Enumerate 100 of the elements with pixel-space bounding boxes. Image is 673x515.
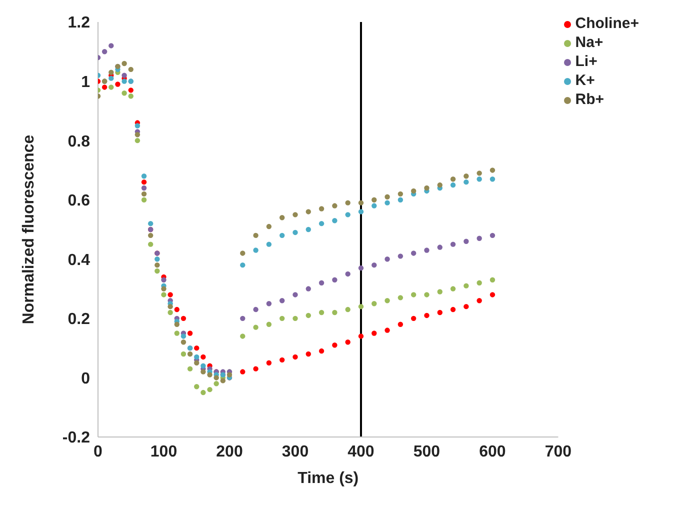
point bbox=[398, 295, 404, 300]
point bbox=[358, 209, 364, 214]
point bbox=[266, 224, 272, 230]
point bbox=[490, 277, 496, 282]
point bbox=[332, 203, 338, 208]
point bbox=[122, 60, 127, 66]
point bbox=[398, 254, 404, 259]
point bbox=[128, 66, 134, 72]
point bbox=[266, 322, 272, 327]
point bbox=[476, 176, 482, 182]
point bbox=[194, 345, 200, 351]
point bbox=[134, 138, 140, 144]
point bbox=[161, 277, 166, 282]
point bbox=[279, 232, 285, 238]
point bbox=[424, 312, 430, 318]
point bbox=[332, 310, 338, 316]
point bbox=[108, 70, 114, 75]
point bbox=[345, 271, 350, 277]
point bbox=[358, 334, 364, 339]
point bbox=[226, 372, 232, 378]
point bbox=[450, 306, 456, 312]
point bbox=[279, 215, 285, 220]
point bbox=[266, 301, 272, 306]
point bbox=[384, 298, 390, 304]
point bbox=[194, 354, 200, 360]
point bbox=[207, 372, 212, 378]
point bbox=[306, 312, 311, 318]
point bbox=[450, 286, 456, 292]
point bbox=[292, 230, 298, 236]
point bbox=[384, 256, 390, 262]
legend-label: Choline+ bbox=[575, 15, 639, 32]
point bbox=[372, 330, 377, 336]
point bbox=[279, 298, 285, 304]
point bbox=[292, 316, 298, 322]
y-tick-label: 0 bbox=[81, 370, 90, 388]
point bbox=[372, 197, 377, 202]
point bbox=[266, 360, 272, 366]
point bbox=[424, 248, 430, 253]
point bbox=[490, 232, 496, 238]
point bbox=[490, 176, 496, 182]
point bbox=[200, 363, 206, 368]
point bbox=[148, 220, 154, 226]
point bbox=[200, 369, 206, 374]
y-tick-label: 0.2 bbox=[68, 311, 90, 328]
point bbox=[240, 369, 246, 374]
point bbox=[384, 194, 390, 200]
point bbox=[424, 292, 430, 298]
point bbox=[187, 366, 193, 372]
point bbox=[168, 292, 173, 298]
point bbox=[253, 248, 258, 253]
point bbox=[318, 280, 324, 286]
x-tick-label: 400 bbox=[348, 443, 374, 460]
y-tick-label: 1.2 bbox=[68, 14, 90, 32]
point bbox=[108, 76, 114, 81]
point bbox=[168, 304, 173, 310]
point bbox=[372, 262, 377, 268]
point bbox=[358, 304, 364, 310]
point bbox=[464, 238, 469, 244]
point bbox=[398, 322, 404, 327]
point bbox=[180, 334, 186, 339]
point bbox=[240, 334, 246, 339]
x-tick-label: 200 bbox=[216, 443, 243, 460]
point bbox=[476, 236, 482, 241]
point bbox=[450, 176, 456, 182]
point bbox=[464, 179, 469, 185]
point bbox=[108, 84, 114, 90]
point bbox=[437, 289, 442, 294]
point bbox=[200, 354, 206, 360]
point bbox=[358, 265, 364, 271]
point bbox=[141, 174, 147, 179]
point bbox=[464, 283, 469, 288]
point bbox=[410, 250, 416, 256]
legend-label: Na+ bbox=[575, 34, 604, 51]
point bbox=[187, 351, 193, 357]
point bbox=[214, 375, 219, 380]
point bbox=[180, 340, 186, 345]
point bbox=[279, 357, 285, 363]
point bbox=[476, 280, 482, 286]
point bbox=[148, 232, 154, 238]
y-tick-label: 1 bbox=[81, 74, 90, 91]
point bbox=[154, 256, 160, 262]
point bbox=[122, 90, 127, 96]
point bbox=[372, 203, 377, 208]
point bbox=[464, 304, 469, 310]
point bbox=[437, 244, 442, 250]
point bbox=[292, 354, 298, 360]
point bbox=[161, 286, 166, 292]
y-tick-label: 0.8 bbox=[68, 133, 90, 150]
point bbox=[180, 316, 186, 322]
point bbox=[318, 348, 324, 354]
point bbox=[253, 324, 258, 330]
point bbox=[292, 292, 298, 298]
point bbox=[345, 306, 350, 312]
point bbox=[398, 191, 404, 197]
point bbox=[128, 88, 134, 93]
point bbox=[141, 197, 147, 202]
y-tick-label: 0.6 bbox=[68, 192, 90, 210]
x-axis-title: Time (s) bbox=[298, 470, 359, 487]
point bbox=[108, 43, 114, 48]
y-tick-label: -0.2 bbox=[62, 430, 90, 447]
